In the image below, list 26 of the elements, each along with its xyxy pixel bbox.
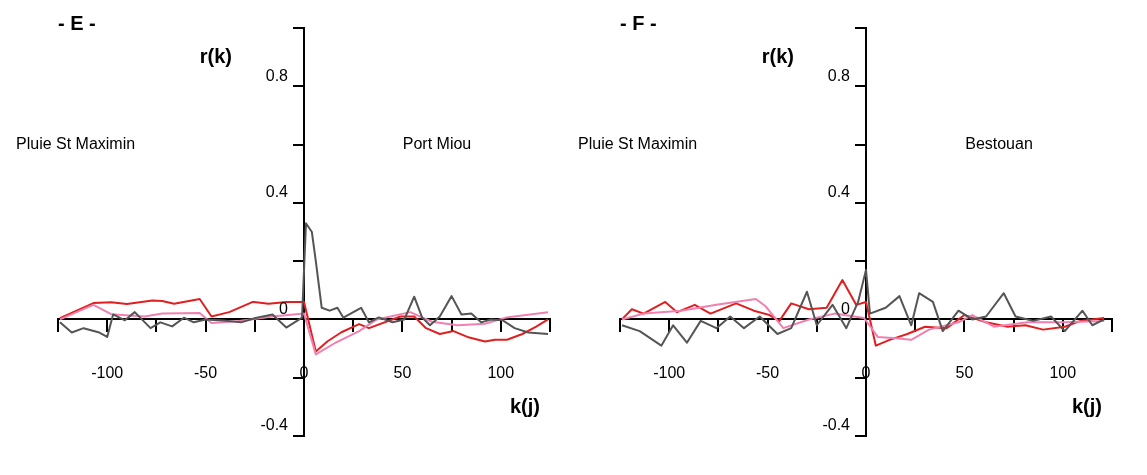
x-tick-label: -50 bbox=[756, 363, 780, 381]
x-axis-title: k(j) bbox=[1072, 394, 1102, 417]
x-tick-label: 100 bbox=[1049, 363, 1077, 381]
y-tick-label: 0.8 bbox=[265, 66, 289, 84]
y-tick-label: 0.8 bbox=[827, 66, 851, 84]
x-tick-label: -100 bbox=[91, 363, 124, 381]
chart-title: - E - bbox=[58, 11, 96, 34]
x-tick-label: -100 bbox=[653, 363, 686, 381]
x-tick-label: -50 bbox=[194, 363, 218, 381]
x-tick-label: 50 bbox=[393, 363, 412, 381]
annotation: Pluie St Maximin bbox=[578, 134, 698, 152]
annotation: Pluie St Maximin bbox=[16, 134, 136, 152]
y-axis-title: r(k) bbox=[199, 44, 232, 67]
y-tick-label: 0 bbox=[841, 299, 851, 317]
y-tick-label: -0.4 bbox=[260, 416, 289, 434]
y-axis-title: r(k) bbox=[761, 44, 794, 67]
annotation: Port Miou bbox=[402, 134, 472, 152]
y-tick-label: 0 bbox=[279, 299, 289, 317]
x-axis-title: k(j) bbox=[510, 394, 540, 417]
x-tick-label: 100 bbox=[487, 363, 515, 381]
x-tick-label: 50 bbox=[955, 363, 974, 381]
y-tick-label: 0.4 bbox=[827, 183, 851, 201]
y-tick-label: 0.4 bbox=[265, 183, 289, 201]
chart-title: - F - bbox=[620, 11, 657, 34]
y-tick-label: -0.4 bbox=[822, 416, 851, 434]
annotation: Bestouan bbox=[965, 134, 1033, 152]
